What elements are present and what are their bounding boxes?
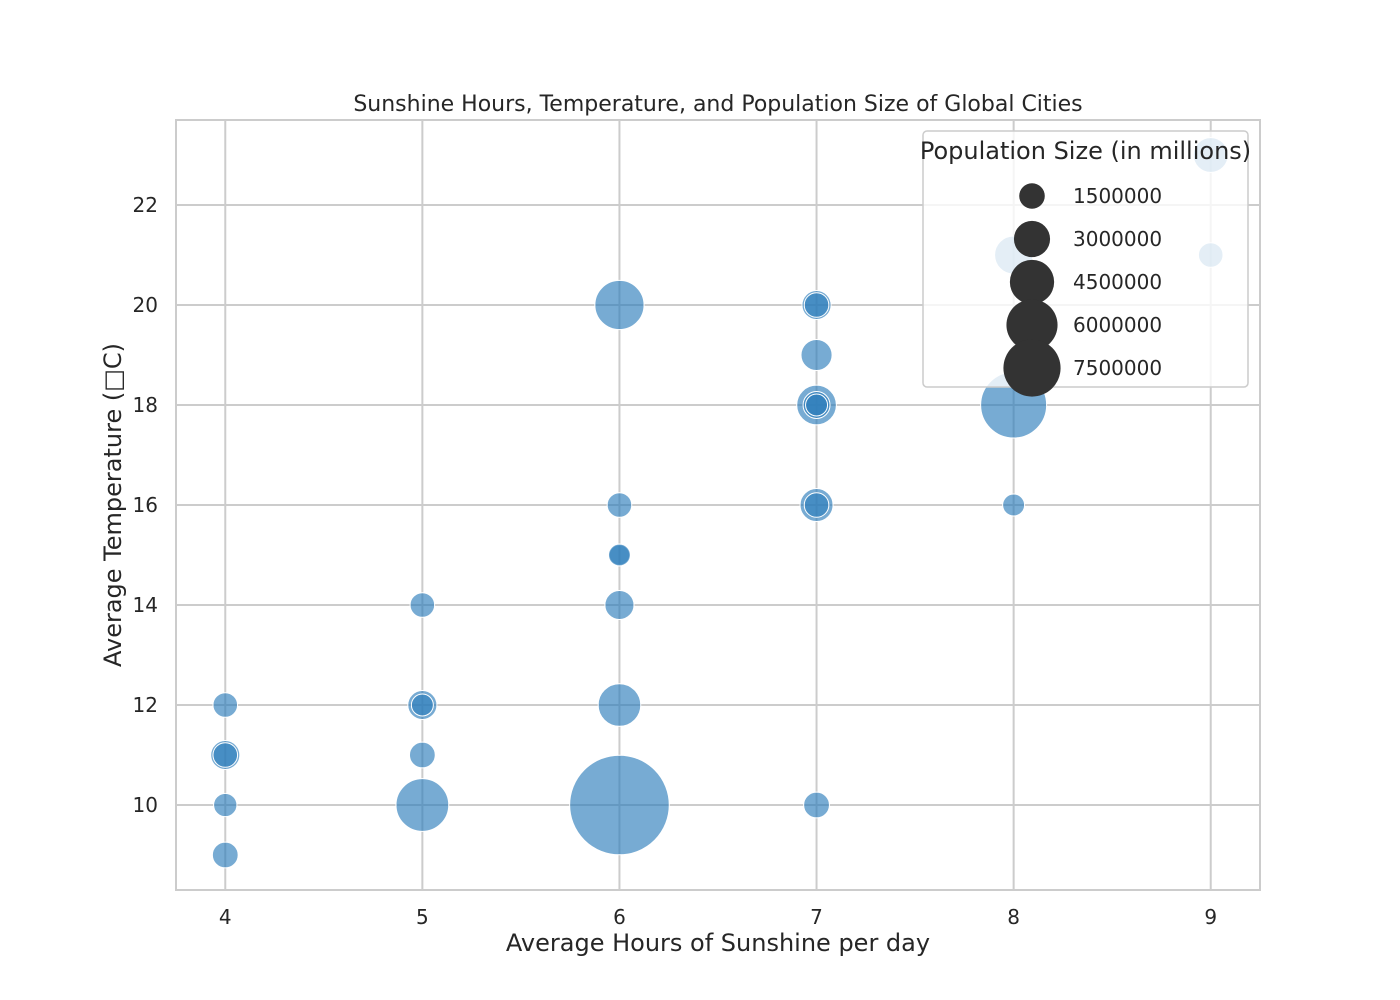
legend-label: 7500000 [1073, 356, 1162, 380]
legend-label: 1500000 [1073, 184, 1162, 208]
chart-title: Sunshine Hours, Temperature, and Populat… [353, 92, 1082, 117]
data-point [803, 292, 830, 318]
legend-label: 3000000 [1073, 227, 1162, 251]
y-tick-label: 22 [133, 193, 158, 217]
legend-marker [1019, 183, 1045, 209]
data-point [594, 279, 645, 331]
x-axis-title: Average Hours of Sunshine per day [506, 929, 930, 957]
data-point [211, 841, 239, 869]
x-tick-label: 4 [219, 905, 232, 929]
x-tick-label: 5 [416, 905, 429, 929]
y-tick-label: 12 [133, 693, 158, 717]
x-tick-label: 8 [1007, 905, 1020, 929]
data-point [604, 589, 635, 621]
tick-labels: 4 5 6 7 8 9 10 12 14 16 18 20 22 [133, 193, 1218, 929]
data-point [212, 742, 239, 768]
x-tick-label: 7 [810, 905, 823, 929]
y-tick-label: 10 [133, 793, 158, 817]
y-tick-label: 14 [133, 593, 158, 617]
data-point [395, 778, 450, 832]
data-point [212, 692, 239, 718]
data-point [409, 592, 436, 618]
legend-items: 1500000 3000000 4500000 6000000 7500000 [1003, 183, 1162, 397]
data-point [213, 792, 238, 818]
data-point [805, 393, 829, 417]
y-tick-label: 20 [133, 293, 158, 317]
legend-label: 4500000 [1073, 270, 1162, 294]
legend: Population Size (in millions) 1500000 300… [920, 130, 1251, 397]
legend-marker [1006, 299, 1058, 351]
data-point [800, 338, 833, 372]
data-point [410, 693, 434, 717]
plot-frame [175, 119, 1261, 891]
data-point [803, 492, 830, 518]
y-axis-title: Average Temperature (□C) [99, 343, 127, 667]
data-point [408, 741, 436, 769]
legend-marker [1009, 259, 1055, 305]
x-tick-label: 6 [613, 905, 626, 929]
x-tick-label: 9 [1204, 905, 1217, 929]
legend-marker [1003, 339, 1061, 397]
data-point [606, 492, 633, 518]
legend-box [922, 130, 1249, 388]
data-point [1002, 493, 1026, 517]
data-point [803, 791, 830, 819]
legend-marker [1013, 220, 1051, 258]
data-point [569, 754, 670, 856]
y-tick-label: 18 [133, 393, 158, 417]
legend-title: Population Size (in millions) [920, 137, 1251, 165]
data-point [597, 683, 642, 727]
y-tick-label: 16 [133, 493, 158, 517]
data-point [607, 543, 631, 567]
legend-label: 6000000 [1073, 313, 1162, 337]
